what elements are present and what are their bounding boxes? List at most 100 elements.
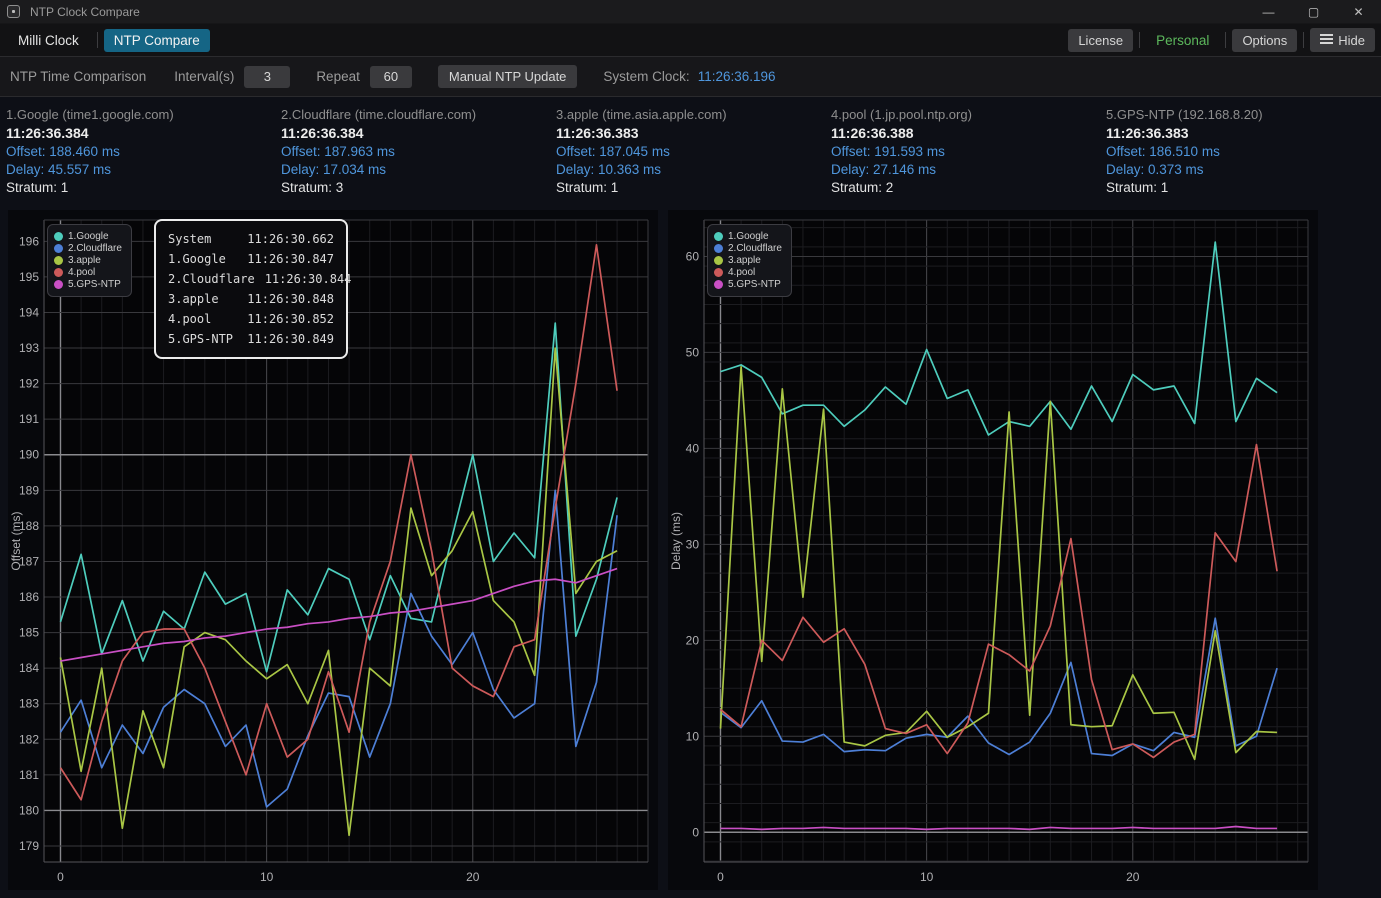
server-delay: Delay: 0.373 ms <box>1106 162 1381 177</box>
separator <box>1303 32 1304 48</box>
legend-label: 3.apple <box>68 255 101 266</box>
legend-item: 5.GPS-NTP <box>714 279 782 290</box>
svg-text:180: 180 <box>19 803 39 817</box>
svg-text:196: 196 <box>19 234 39 248</box>
legend-color-dot <box>54 268 63 277</box>
tooltip-series-name: 5.GPS-NTP <box>168 329 233 349</box>
legend-color-dot <box>714 280 723 289</box>
chart-legend[interactable]: 1.Google2.Cloudflare3.apple4.pool5.GPS-N… <box>707 224 792 297</box>
legend-label: 5.GPS-NTP <box>68 279 121 290</box>
maximize-icon[interactable]: ▢ <box>1291 0 1336 23</box>
hide-button-label: Hide <box>1338 33 1365 48</box>
repeat-label: Repeat <box>316 69 360 84</box>
interval-input[interactable] <box>244 66 290 88</box>
license-button[interactable]: License <box>1068 29 1133 52</box>
svg-text:189: 189 <box>19 483 39 497</box>
legend-item: 3.apple <box>714 255 782 266</box>
hamburger-icon <box>1320 32 1333 46</box>
legend-item: 2.Cloudflare <box>54 243 122 254</box>
server-stratum: Stratum: 1 <box>556 180 831 195</box>
manual-ntp-update-button[interactable]: Manual NTP Update <box>438 65 578 88</box>
legend-color-dot <box>54 280 63 289</box>
server-offset: Offset: 186.510 ms <box>1106 144 1381 159</box>
tooltip-row: 3.apple 11:26:30.848 <box>168 289 334 309</box>
server-stratum: Stratum: 1 <box>6 180 281 195</box>
server-stratum: Stratum: 2 <box>831 180 1106 195</box>
title-bar: NTP Clock Compare — ▢ ✕ <box>0 0 1381 24</box>
server-offset: Offset: 188.460 ms <box>6 144 281 159</box>
tooltip-time-value: 11:26:30.849 <box>247 329 334 349</box>
repeat-input[interactable] <box>370 66 412 88</box>
legend-label: 5.GPS-NTP <box>728 279 781 290</box>
server-offset: Offset: 191.593 ms <box>831 144 1106 159</box>
tooltip-series-name: 2.Cloudflare <box>168 269 255 289</box>
tooltip-row: 2.Cloudflare11:26:30.844 <box>168 269 334 289</box>
svg-text:185: 185 <box>19 626 39 640</box>
tooltip-row: 1.Google11:26:30.847 <box>168 249 334 269</box>
legend-item: 4.pool <box>714 267 782 278</box>
server-name: 2.Cloudflare (time.cloudflare.com) <box>281 107 556 122</box>
tooltip-series-name: System <box>168 229 211 249</box>
close-icon[interactable]: ✕ <box>1336 0 1381 23</box>
svg-text:10: 10 <box>686 729 700 743</box>
svg-text:10: 10 <box>920 870 934 884</box>
legend-label: 3.apple <box>728 255 761 266</box>
server-delay: Delay: 17.034 ms <box>281 162 556 177</box>
tab-milli-clock[interactable]: Milli Clock <box>6 29 91 52</box>
minimize-icon[interactable]: — <box>1246 0 1291 23</box>
tooltip-series-name: 1.Google <box>168 249 226 269</box>
server-panel-cloudflare: 2.Cloudflare (time.cloudflare.com) 11:26… <box>281 107 556 195</box>
svg-text:Delay (ms): Delay (ms) <box>669 512 683 570</box>
svg-text:10: 10 <box>260 870 274 884</box>
tab-bar: Milli Clock NTP Compare License Personal… <box>0 24 1381 57</box>
tab-ntp-compare[interactable]: NTP Compare <box>104 29 210 52</box>
server-panel-apple: 3.apple (time.asia.apple.com) 11:26:36.3… <box>556 107 831 195</box>
offset-chart: 1791801811821831841851861871881891901911… <box>8 210 658 890</box>
legend-label: 4.pool <box>68 267 95 278</box>
window-title: NTP Clock Compare <box>30 5 140 19</box>
chart-canvas: 010203040506001020Delay (ms) <box>668 210 1318 890</box>
tooltip-row: System 11:26:30.662 <box>168 229 334 249</box>
svg-text:0: 0 <box>717 870 724 884</box>
server-panel-gps-ntp: 5.GPS-NTP (192.168.8.20) 11:26:36.383 Of… <box>1106 107 1381 195</box>
toolbar: NTP Time Comparison Interval(s) Repeat M… <box>0 57 1381 97</box>
hide-button[interactable]: Hide <box>1310 28 1375 52</box>
charts-row: 1791801811821831841851861871881891901911… <box>0 210 1381 892</box>
legend-item: 1.Google <box>54 231 122 242</box>
server-panel-google: 1.Google (time1.google.com) 11:26:36.384… <box>6 107 281 195</box>
svg-text:190: 190 <box>19 448 39 462</box>
svg-text:184: 184 <box>19 661 39 675</box>
window-controls: — ▢ ✕ <box>1246 0 1381 23</box>
legend-item: 3.apple <box>54 255 122 266</box>
chart-tooltip: System 11:26:30.6621.Google11:26:30.8472.… <box>154 219 348 359</box>
server-delay: Delay: 27.146 ms <box>831 162 1106 177</box>
server-time: 11:26:36.383 <box>1106 125 1381 141</box>
svg-text:0: 0 <box>57 870 64 884</box>
options-button[interactable]: Options <box>1232 29 1297 52</box>
server-delay: Delay: 45.557 ms <box>6 162 281 177</box>
personal-link[interactable]: Personal <box>1146 29 1219 52</box>
svg-text:186: 186 <box>19 590 39 604</box>
legend-label: 1.Google <box>68 231 109 242</box>
svg-text:0: 0 <box>692 825 699 839</box>
legend-label: 2.Cloudflare <box>728 243 782 254</box>
tooltip-time-value: 11:26:30.662 <box>247 229 334 249</box>
server-time: 11:26:36.384 <box>281 125 556 141</box>
legend-color-dot <box>54 256 63 265</box>
svg-text:20: 20 <box>1126 870 1140 884</box>
svg-text:181: 181 <box>19 768 39 782</box>
separator <box>1225 32 1226 48</box>
chart-legend[interactable]: 1.Google2.Cloudflare3.apple4.pool5.GPS-N… <box>47 224 132 297</box>
tooltip-time-value: 11:26:30.852 <box>247 309 334 329</box>
svg-text:20: 20 <box>686 633 700 647</box>
tooltip-time-value: 11:26:30.848 <box>247 289 334 309</box>
system-clock-value: 11:26:36.196 <box>698 69 776 84</box>
svg-text:50: 50 <box>686 345 700 359</box>
server-delay: Delay: 10.363 ms <box>556 162 831 177</box>
svg-text:183: 183 <box>19 697 39 711</box>
legend-color-dot <box>714 256 723 265</box>
tooltip-series-name: 3.apple <box>168 289 219 309</box>
svg-text:179: 179 <box>19 839 39 853</box>
svg-text:194: 194 <box>19 305 39 319</box>
page-title: NTP Time Comparison <box>10 69 146 84</box>
